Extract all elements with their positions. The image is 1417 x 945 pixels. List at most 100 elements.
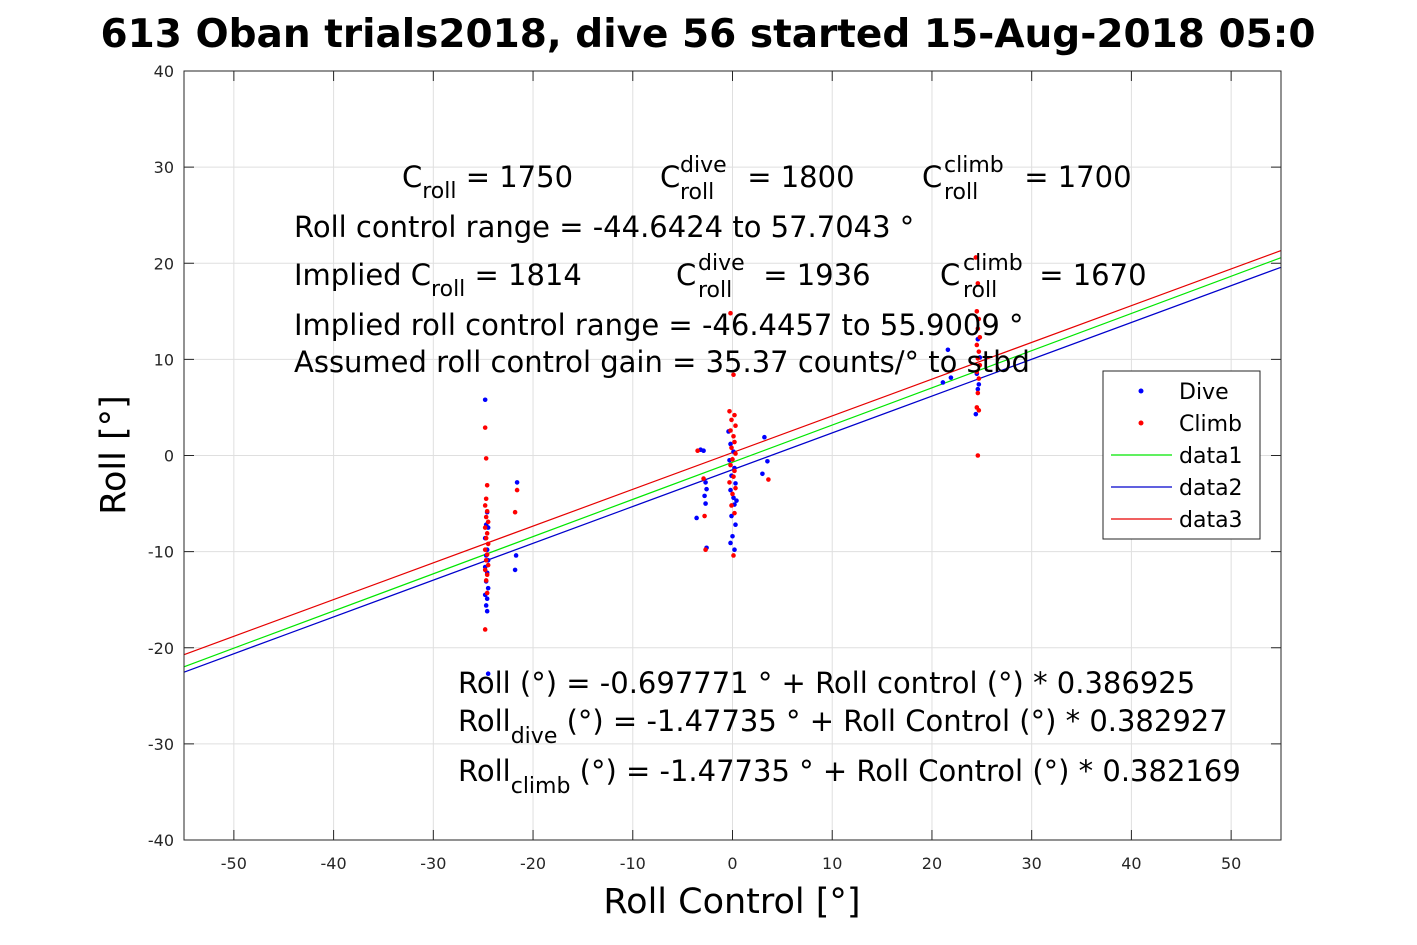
climb-point <box>728 428 733 433</box>
climb-point <box>732 439 737 445</box>
climb-point <box>702 513 707 519</box>
climb-point <box>976 316 982 322</box>
legend-climb-marker <box>1138 420 1144 426</box>
annotation-c-roll-climb: Crollclimb = 1700 <box>922 153 1132 205</box>
climb-point <box>484 482 490 488</box>
y-tick-label: -30 <box>148 735 174 754</box>
climb-point <box>484 531 490 536</box>
dive-point <box>765 458 770 464</box>
climb-point <box>731 372 736 378</box>
climb-point <box>484 552 490 557</box>
climb-point <box>730 491 735 497</box>
dive-point <box>731 495 736 501</box>
plot-frame <box>183 70 1282 841</box>
y-tick-label: -10 <box>148 543 174 562</box>
dive-point <box>512 567 518 573</box>
climb-point <box>731 553 736 558</box>
y-tick-label: 30 <box>154 158 174 177</box>
dive-point <box>694 515 699 521</box>
dive-point <box>485 671 491 677</box>
y-tick-label: 10 <box>154 350 174 369</box>
climb-point <box>975 281 981 286</box>
climb-point <box>482 627 488 632</box>
climb-point <box>732 510 737 516</box>
dive-point <box>703 480 708 485</box>
annotation-roll-control-range: Roll control range = -44.6424 to 57.7043… <box>294 210 914 244</box>
climb-point <box>976 376 982 381</box>
climb-point <box>483 496 489 502</box>
climb-point <box>732 468 737 474</box>
climb-point <box>976 349 982 354</box>
climb-point <box>766 477 771 482</box>
x-tick-label: 20 <box>922 854 942 873</box>
climb-point <box>977 362 983 368</box>
dive-point <box>703 501 708 506</box>
annotation-implied-c-dive: Crolldive = 1936 <box>676 251 871 303</box>
dive-point <box>948 375 954 380</box>
y-tick-label: -40 <box>148 831 174 850</box>
x-tick-label: -20 <box>520 854 546 873</box>
climb-point <box>973 255 979 260</box>
dive-point <box>762 434 767 440</box>
climb-point <box>482 425 488 430</box>
x-tick-label: 40 <box>1121 854 1141 873</box>
annotation-c-roll: Croll = 1750 <box>402 160 573 204</box>
x-tick-label: -40 <box>321 854 347 873</box>
y-tick-label: 40 <box>154 62 174 81</box>
climb-point <box>976 408 982 413</box>
dive-point <box>760 471 765 477</box>
climb-point <box>733 485 738 491</box>
climb-point <box>733 423 738 429</box>
grid-lines <box>184 70 1281 841</box>
annotations: Croll = 1750 Crolldive = 1800 Crollclimb… <box>294 153 1241 799</box>
climb-point <box>482 525 488 530</box>
climb-point <box>482 547 488 553</box>
climb-point <box>727 408 732 414</box>
x-tick-label: -50 <box>221 854 247 873</box>
dive-point <box>484 608 490 614</box>
dive-point <box>728 540 733 546</box>
dive-point <box>732 547 737 553</box>
dive-point <box>975 386 981 392</box>
climb-point <box>727 480 732 485</box>
climb-point <box>483 535 489 541</box>
fit-line-data2 <box>183 266 1282 673</box>
dive-point <box>485 585 491 591</box>
climb-point <box>483 456 489 461</box>
climb-point <box>975 453 981 458</box>
data-points <box>482 255 983 677</box>
climb-point <box>482 503 488 508</box>
y-tick-label: 20 <box>154 254 174 273</box>
series-climb <box>482 255 983 632</box>
climb-point <box>728 462 733 468</box>
climb-point <box>514 487 520 493</box>
climb-point <box>729 445 734 451</box>
dive-point <box>945 347 951 353</box>
climb-point <box>731 433 736 439</box>
climb-point <box>484 572 490 577</box>
dive-point <box>701 448 706 453</box>
x-tick-label: 30 <box>1022 854 1042 873</box>
annotation-fit-all: Roll (°) = -0.697771 ° + Roll control (°… <box>458 666 1195 700</box>
legend: Dive Climb data1 data2 data3 <box>1102 370 1261 540</box>
climb-point <box>485 519 491 525</box>
annotation-c-roll-dive: Crolldive = 1800 <box>660 153 855 205</box>
dive-point <box>973 411 979 417</box>
climb-point <box>977 334 983 340</box>
dive-point <box>704 486 709 492</box>
climb-point <box>701 476 706 481</box>
dive-point <box>730 533 735 539</box>
climb-point <box>484 508 490 514</box>
legend-dive-label: Dive <box>1179 380 1229 405</box>
y-tick-labels: 40 30 20 10 0 -10 -20 -30 -40 <box>148 62 174 850</box>
climb-point <box>974 342 980 348</box>
climb-point <box>482 567 488 573</box>
dive-point <box>733 481 738 486</box>
x-tick-labels: -50 -40 -30 -20 -10 0 10 20 30 40 50 <box>221 854 1242 873</box>
climb-point <box>695 448 700 453</box>
x-tick-label: 50 <box>1221 854 1241 873</box>
dive-point <box>976 382 982 387</box>
y-tick-label: 0 <box>164 447 174 466</box>
